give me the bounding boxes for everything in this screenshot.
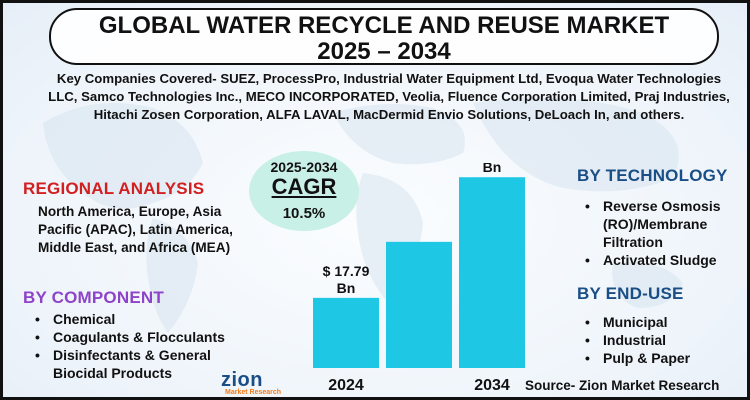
cagr-badge: 2025-2034 CAGR 10.5% [249, 151, 359, 231]
list-item: Disinfectants & General Biocidal Product… [33, 346, 263, 382]
component-heading: BY COMPONENT [23, 288, 164, 307]
title-line-1: GLOBAL WATER RECYCLE AND REUSE MARKET [98, 12, 670, 39]
source-note: Source- Zion Market Research [525, 378, 720, 393]
regional-analysis-heading: REGIONAL ANALYSIS [23, 179, 205, 198]
zion-logo: zion Market Research [221, 369, 287, 397]
x-tick-label: 2024 [328, 377, 364, 394]
logo-subtitle: Market Research [225, 389, 282, 396]
world-map-background [43, 97, 683, 333]
list-item: Coagulants & Flocculants [33, 328, 263, 346]
cagr-value: 10.5% [282, 205, 326, 222]
data-label: $ 17.79 [323, 263, 370, 279]
end-use-heading: BY END-USE [577, 284, 684, 303]
data-label-unit: Bn [483, 163, 502, 175]
list-item: Pulp & Paper [583, 349, 747, 367]
list-item: Chemical [33, 310, 263, 328]
list-item: Reverse Osmosis (RO)/Membrane Filtration [583, 197, 747, 251]
bar-2 [459, 177, 525, 368]
list-item: Municipal [583, 313, 747, 331]
technology-list: Reverse Osmosis (RO)/Membrane Filtration… [583, 197, 747, 269]
title-box: GLOBAL WATER RECYCLE AND REUSE MARKET 20… [49, 8, 719, 65]
cagr-period: 2025-2034 [270, 159, 338, 175]
title-line-2: 2025 – 2034 [317, 38, 451, 65]
list-item: Industrial [583, 331, 747, 349]
key-companies-text: Key Companies Covered- SUEZ, ProcessPro,… [48, 71, 730, 122]
cagr-label: CAGR [271, 174, 337, 199]
logo-wordmark: zion [221, 369, 263, 391]
regional-analysis-text: North America, Europe, Asia Pacific (APA… [38, 204, 233, 255]
x-tick-label: 2034 [474, 377, 510, 394]
end-use-list: Municipal Industrial Pulp & Paper [583, 313, 747, 367]
data-label-unit: Bn [337, 280, 356, 296]
bar-0 [313, 297, 379, 368]
bar-1 [386, 241, 452, 368]
component-list: Chemical Coagulants & Flocculants Disinf… [33, 310, 263, 382]
technology-heading: BY TECHNOLOGY [577, 166, 728, 185]
list-item: Activated Sludge [583, 251, 747, 269]
